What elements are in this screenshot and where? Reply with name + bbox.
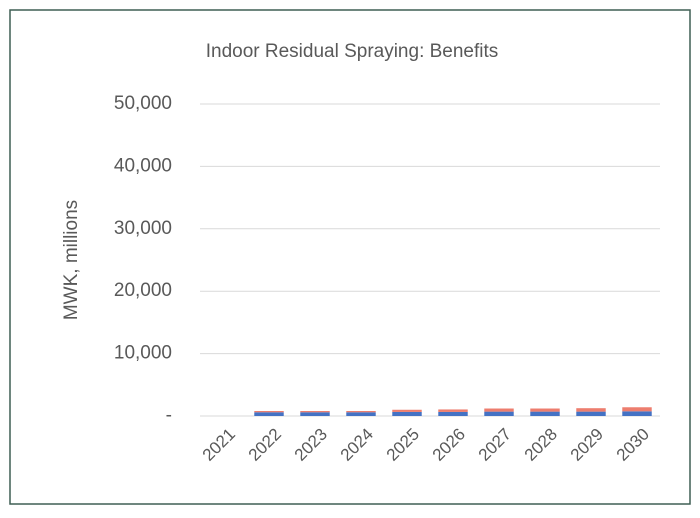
bar-segment [484,408,514,412]
y-tick-label: 40,000 [114,155,172,176]
bar-segment [622,411,652,416]
y-axis-title: MWK, millions [61,200,82,320]
bar-segment [622,407,652,412]
y-tick-label: - [166,405,172,426]
bar-segment [254,411,284,413]
y-tick-label: 10,000 [114,343,172,364]
bar-segment [576,411,606,416]
bar-segment [300,412,330,416]
bar-segment [484,411,514,416]
bar-segment [392,411,422,416]
chart-title: Indoor Residual Spraying: Benefits [206,41,499,62]
chart-frame [9,9,691,505]
bar-segment [346,412,376,416]
bar-segment [438,411,468,416]
y-tick-label: 50,000 [114,93,172,114]
y-tick-label: 30,000 [114,218,172,239]
bar-segment [438,409,468,412]
y-tick-label: 20,000 [114,280,172,301]
bar-segment [530,408,560,412]
bar-segment [300,411,330,413]
bar-segment [576,408,606,412]
bar-segment [254,412,284,416]
bar-segment [346,411,376,413]
bar-segment [392,409,422,412]
bar-segment [530,411,560,416]
